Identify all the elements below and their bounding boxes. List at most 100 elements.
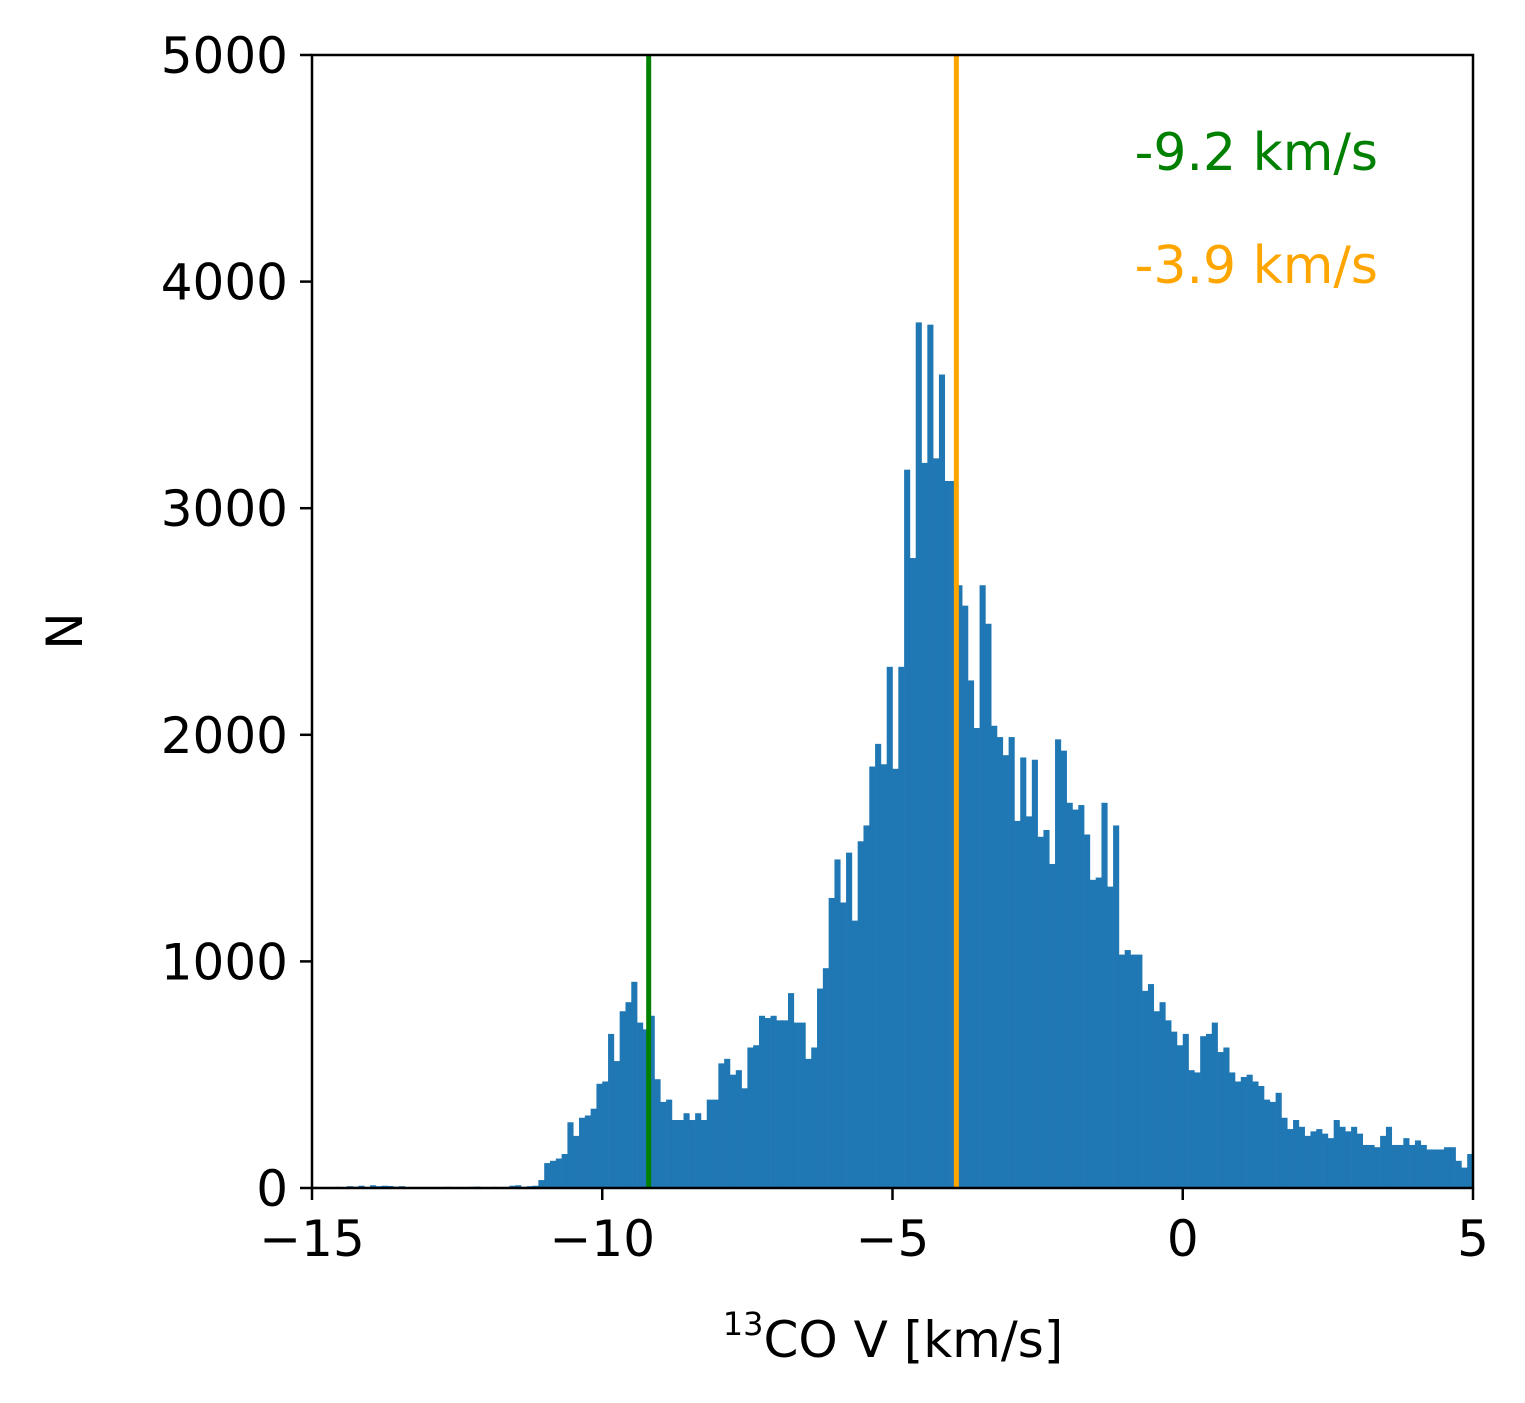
histogram-bar [1316, 1129, 1323, 1188]
histogram-bar [1055, 739, 1062, 1188]
histogram-bar [863, 825, 870, 1188]
histogram-bar [985, 623, 992, 1188]
histogram-bar [1449, 1147, 1456, 1188]
histogram-bar [579, 1117, 586, 1188]
histogram-bar [625, 1002, 632, 1188]
histogram-bar [782, 1020, 789, 1188]
histogram-bar [1014, 820, 1021, 1188]
histogram-bar [921, 462, 928, 1188]
histogram-bar [770, 1015, 777, 1188]
histogram-bar [1380, 1135, 1387, 1188]
histogram-bar [1153, 1011, 1160, 1188]
histogram-bar [753, 1045, 760, 1188]
histogram-bar [1403, 1138, 1410, 1188]
histogram-bar [567, 1122, 574, 1188]
histogram-bar [590, 1108, 597, 1188]
histogram-bar [1351, 1126, 1358, 1188]
histogram-bar [1455, 1160, 1462, 1188]
y-axis-ticks: 0 1000 2000 3000 4000 5000 [161, 27, 312, 1218]
histogram-bar [991, 725, 998, 1188]
y-tick-label: 1000 [161, 933, 288, 991]
histogram-bar [950, 481, 957, 1188]
histogram-bar [1414, 1140, 1422, 1188]
histogram-bar [1240, 1076, 1247, 1188]
histogram-bar [1043, 829, 1050, 1188]
histogram-bar [1385, 1126, 1393, 1188]
histogram-bar [538, 1180, 545, 1188]
histogram-bar [1298, 1126, 1305, 1188]
histogram-bar [1432, 1149, 1439, 1188]
histogram-bar [1066, 802, 1073, 1188]
histogram-bar [1142, 990, 1149, 1188]
annotation-green-velocity: -9.2 km/s [1135, 123, 1378, 183]
x-tick-label: −10 [549, 1210, 655, 1268]
histogram-bar [1147, 984, 1155, 1188]
histogram-bar [1176, 1045, 1184, 1188]
y-tick-label: 5000 [161, 27, 288, 85]
histogram-bar [1339, 1126, 1346, 1188]
histogram-bar [1234, 1081, 1242, 1188]
histogram-bar [805, 1058, 812, 1188]
x-axis-label: 13CO V [km/s] [723, 1305, 1064, 1369]
histogram-bar [1171, 1031, 1178, 1188]
histogram-bar [654, 1079, 661, 1188]
histogram-bar [1194, 1072, 1201, 1188]
histogram-bar [1322, 1133, 1329, 1188]
histogram-bar [1211, 1022, 1218, 1188]
histogram-bar [1229, 1072, 1236, 1188]
histogram-bar [515, 1185, 522, 1188]
histogram-bar [706, 1099, 713, 1188]
histogram-bar [1374, 1147, 1381, 1188]
histogram-bar [642, 1029, 649, 1188]
histogram-bar [1281, 1117, 1288, 1188]
histogram-bar [712, 1099, 719, 1188]
histogram-bar [1182, 1033, 1189, 1188]
histogram-bar [747, 1047, 754, 1188]
histogram-bar [718, 1063, 725, 1188]
histogram-bar [938, 374, 946, 1189]
histogram-bar [1136, 954, 1143, 1188]
histogram-bar [648, 1015, 655, 1188]
histogram-bar [764, 1018, 771, 1188]
histogram-bar [1159, 1002, 1166, 1188]
histogram-bar [799, 1022, 806, 1188]
histogram-bar [1275, 1092, 1282, 1188]
histogram-bar [1252, 1081, 1259, 1188]
histogram-bar [851, 920, 858, 1188]
histogram-bar [1118, 954, 1125, 1188]
histogram-bar [596, 1083, 603, 1188]
histogram-bar [602, 1081, 609, 1188]
histogram-bar [1223, 1047, 1230, 1188]
histogram-bar [776, 1020, 783, 1188]
histogram-bar [1095, 877, 1102, 1188]
histogram-bar [370, 1185, 377, 1188]
histogram-bar [1409, 1144, 1416, 1188]
histogram-bar [584, 1115, 591, 1188]
histogram-bar [555, 1158, 562, 1188]
histogram-bar [1467, 1154, 1474, 1188]
x-tick-label: 5 [1457, 1210, 1489, 1268]
histogram-bar [869, 766, 876, 1188]
histogram-bar [1124, 950, 1131, 1188]
histogram-bar [927, 324, 934, 1188]
histogram-bar [1084, 834, 1091, 1188]
histogram-bar [892, 768, 899, 1188]
histogram-bar [944, 481, 951, 1188]
histogram-bar [834, 859, 841, 1188]
histogram-bar [561, 1154, 568, 1188]
histogram-bar [689, 1120, 696, 1188]
histogram-bar [1443, 1147, 1451, 1188]
histogram-bar [1060, 750, 1067, 1188]
histogram-bar [1345, 1131, 1352, 1188]
histogram-bar [880, 764, 887, 1188]
x-tick-label: 0 [1167, 1210, 1199, 1268]
histogram-bar [886, 666, 893, 1188]
x-tick-label: −15 [259, 1210, 365, 1268]
histogram-bar [1287, 1129, 1294, 1188]
histogram-bar [1391, 1144, 1398, 1188]
histogram-bar [613, 1061, 620, 1188]
x-tick-label: −5 [856, 1210, 930, 1268]
histogram-bar [700, 1120, 708, 1188]
histogram-bar [933, 458, 940, 1188]
histogram-bar [1217, 1052, 1224, 1188]
